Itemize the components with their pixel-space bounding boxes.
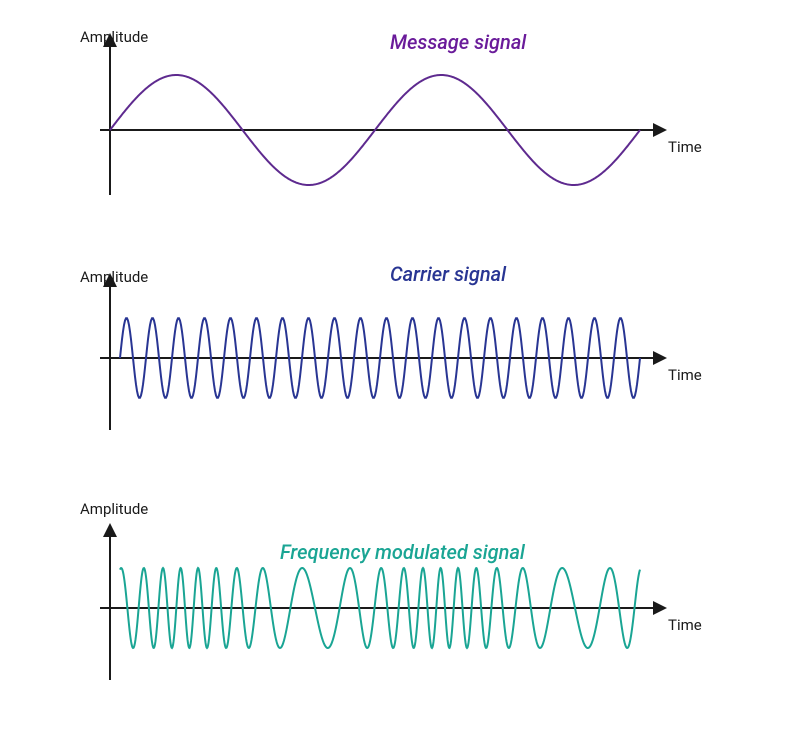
panel-carrier: Carrier signal Amplitude Time [0, 230, 800, 460]
diagram-container: Message signal Amplitude Time Carrier si… [0, 0, 800, 753]
title-carrier: Carrier signal [390, 262, 506, 286]
ylabel-carrier: Amplitude [80, 268, 148, 286]
title-fm: Frequency modulated signal [280, 540, 525, 564]
xlabel-message: Time [668, 138, 702, 156]
xlabel-carrier: Time [668, 366, 702, 384]
ylabel-fm: Amplitude [80, 500, 148, 518]
title-message: Message signal [390, 30, 526, 54]
svg-fm [0, 480, 800, 740]
panel-message: Message signal Amplitude Time [0, 0, 800, 230]
panel-fm: Frequency modulated signal Amplitude Tim… [0, 480, 800, 740]
ylabel-message: Amplitude [80, 28, 148, 46]
xlabel-fm: Time [668, 616, 702, 634]
wave-carrier [120, 318, 640, 397]
